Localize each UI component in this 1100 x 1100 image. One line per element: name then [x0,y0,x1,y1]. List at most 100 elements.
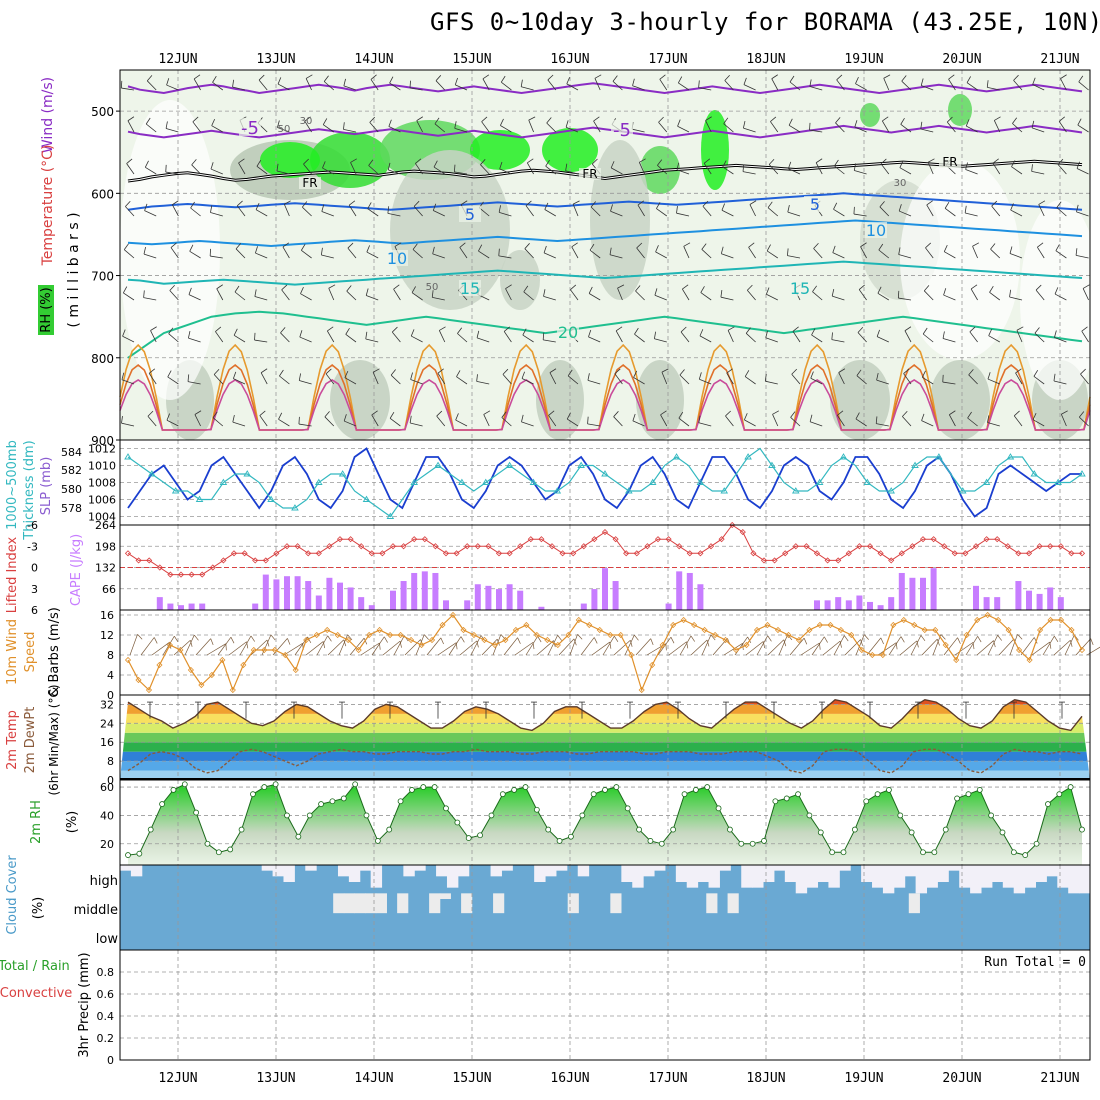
barb-shaft [1015,372,1023,385]
barb-shaft [770,121,779,133]
cloud-high-gap [120,865,132,871]
barb-shaft [437,372,446,385]
wind-barb [964,205,978,217]
wind-marker [1047,616,1054,624]
barb-shaft [382,640,401,656]
barb-shaft [145,166,157,175]
wind-marker [407,636,415,644]
barb-flag [833,202,838,210]
li-tick-label: -3 [27,540,38,553]
wind-barb [1057,158,1067,175]
barb-shaft [811,334,823,343]
wind-barb [1078,75,1089,91]
wind-barb [943,637,961,656]
wind-barb [990,243,1001,259]
barb-flag [1013,74,1019,81]
y-tick-label: 0 [107,689,114,702]
wind-barb [1031,120,1045,133]
barb-flag [250,635,255,642]
barb-flag [343,414,347,422]
barb-shaft [391,331,401,343]
barb-flag [284,200,291,205]
barb-shaft [967,417,978,427]
barb-flag [706,639,710,647]
wind-barb [388,119,401,133]
wind-marker [953,656,960,664]
wind-barb [567,369,579,385]
barb-shaft [548,415,557,427]
barb-flag [634,634,639,641]
barb-flag [259,410,266,416]
barb-shaft [298,423,312,427]
li-marker [665,536,672,543]
barb-shaft [676,212,690,217]
barb-flag [831,332,833,340]
barb-flag [476,640,479,648]
barb-flag [920,78,924,86]
barb-shaft [228,641,247,656]
barb-flag [210,162,214,170]
barb-shaft [147,415,157,427]
barb-shaft [1032,419,1045,427]
wind-barb [499,161,512,175]
rh-marker [215,849,222,856]
barb-shaft [998,638,1015,656]
rh-marker [874,791,881,798]
wind-marker [355,646,362,654]
wind-barb [1076,161,1089,175]
cloud-high-gap [632,865,644,888]
li-marker [548,543,556,550]
barb-shaft [210,168,223,175]
y-tick-label: 600 [91,187,114,201]
temp-band [120,761,1090,771]
cape-bar [1026,590,1032,610]
cloud-high-gap [490,865,502,877]
wind-marker [366,631,373,639]
barb-flag [670,637,675,644]
rh-marker [409,787,415,793]
barb-shaft [954,642,974,656]
wind-barb [1016,326,1024,343]
wind-barb [146,75,157,91]
barb-shaft [701,249,712,259]
barb-flag [300,244,306,251]
barb-flag [812,285,818,292]
barb-shaft [546,122,557,133]
wind-barb [434,117,446,133]
barb-shaft [721,209,734,217]
barb-shaft [966,82,978,91]
rh-label: 30 [300,116,313,127]
wind-barb [371,636,388,656]
li-marker [739,529,746,536]
barb-shaft [1058,121,1067,133]
barb-shaft [990,248,1001,259]
date-label: 14JUN [354,52,393,67]
barb-shaft [432,297,445,301]
warm-isotherm [119,379,1091,431]
barb-flag [498,248,500,256]
li-marker [623,550,630,557]
wind-marker [565,631,572,639]
barb-flag [837,410,844,416]
barb-flag [923,285,930,292]
date-axis-bottom: 12JUN 13JUN 14JUN 15JUN 16JUN 17JUN 18JUN 19JUN… [158,1071,1079,1086]
wind-barb [1086,643,1100,656]
wind-marker [586,621,593,629]
series-marker [243,470,252,477]
wind-barb [988,328,1000,343]
date-label: 13JUN [256,1071,295,1086]
barb-shaft [232,86,246,91]
y-tick-label: 8 [107,649,114,662]
cape-bar [898,572,905,610]
barb-flag [232,371,237,379]
barb-flag [121,415,123,424]
cape-bar [326,577,333,610]
barb-shaft [143,297,157,301]
rh-marker [590,791,597,798]
series-marker [648,478,657,485]
rh-marker [204,840,211,847]
barb-flag [1054,635,1059,642]
wind-barb [744,370,756,385]
barb-shaft [483,414,490,427]
barb-flag [877,286,882,294]
